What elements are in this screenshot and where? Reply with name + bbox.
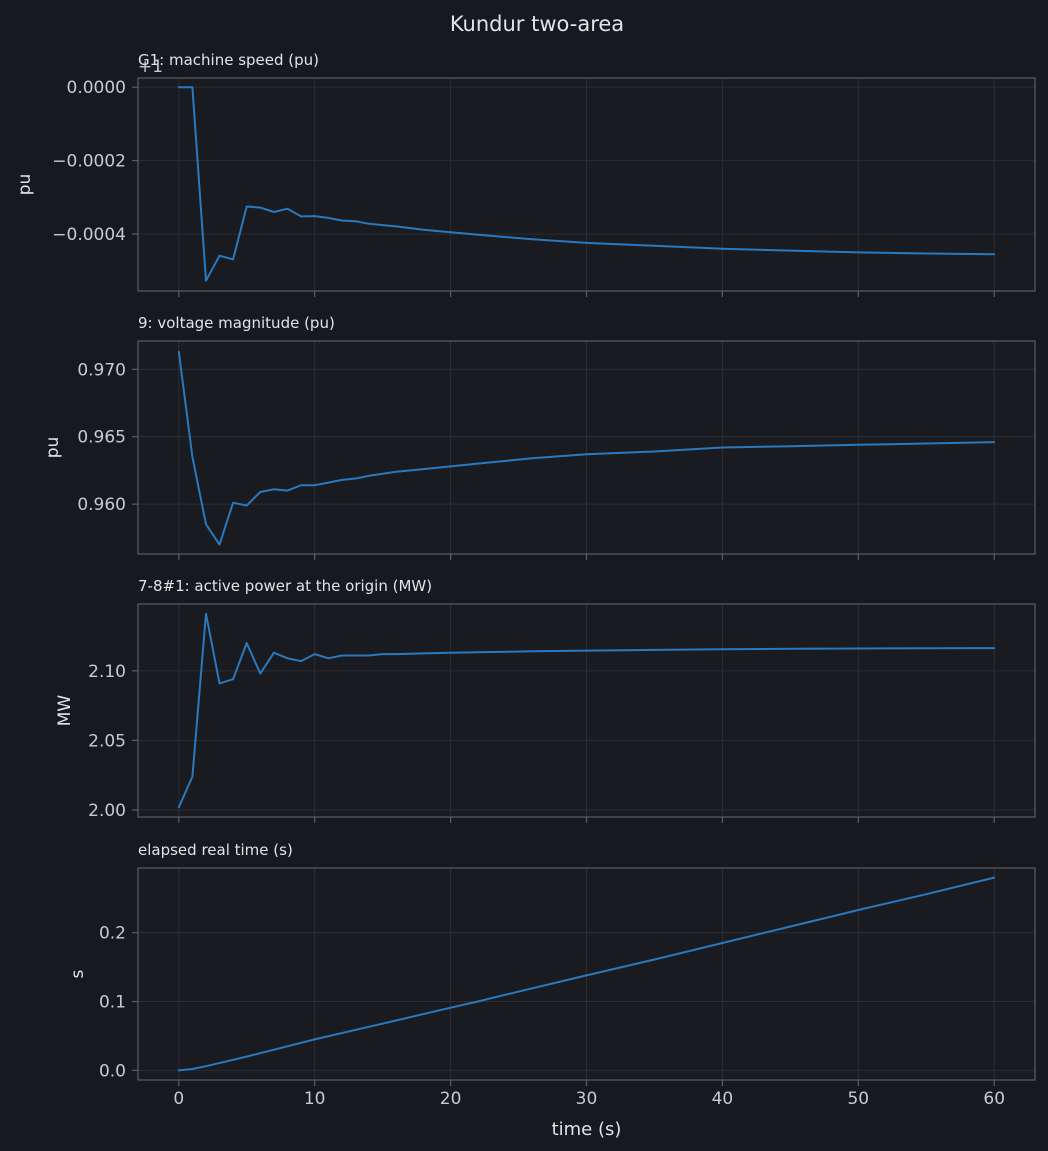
x-axis-label: time (s) (552, 1119, 622, 1140)
panel-title: 9: voltage magnitude (pu) (138, 314, 335, 332)
y-tick-label: 0.0 (99, 1061, 126, 1081)
y-tick-label: −0.0002 (52, 152, 126, 172)
y-axis-label: pu (43, 437, 63, 459)
y-tick-label: 0.1 (99, 993, 126, 1013)
axis-offset-text: +1 (138, 57, 163, 77)
y-tick-label: 0.965 (77, 428, 126, 448)
figure-title: Kundur two-area (450, 12, 624, 36)
series-line (177, 612, 996, 809)
x-tick-label: 60 (983, 1089, 1005, 1109)
y-axis-label: MW (55, 695, 75, 727)
chart-panel-1: 0.0000 −0.0002 −0.0004 G1: machine speed (p… (15, 51, 1036, 297)
y-tick-label: 2.05 (88, 731, 126, 751)
y-tick-label: −0.0004 (52, 225, 126, 245)
y-tick-label: 2.00 (88, 801, 126, 821)
y-tick-label: 0.2 (99, 924, 126, 944)
x-tick-label: 0 (173, 1089, 184, 1109)
x-tick-label: 50 (847, 1089, 869, 1109)
panel-title: G1: machine speed (pu) (138, 51, 319, 69)
y-tick-label: 0.970 (77, 360, 126, 380)
chart-panel-3: 2.00 2.05 2.10 7-8#1: active power at the o… (55, 577, 1036, 823)
series-line (177, 86, 996, 282)
chart-panel-2: 0.960 0.965 0.970 9: voltage magnitude (pu)… (43, 314, 1036, 560)
y-tick-label: 2.10 (88, 662, 126, 682)
x-tick-label: 20 (440, 1089, 462, 1109)
series-line (177, 350, 996, 546)
panel-title: 7-8#1: active power at the origin (MW) (138, 577, 432, 595)
x-tick-label: 10 (304, 1089, 326, 1109)
y-axis-label: pu (15, 174, 35, 196)
series-line (177, 876, 996, 1072)
chart-panels: 0.0000 −0.0002 −0.0004 G1: machine speed (p… (15, 51, 1036, 1109)
y-axis-label: s (68, 969, 88, 978)
panel-title: elapsed real time (s) (138, 841, 293, 859)
y-tick-label: 0.0000 (67, 78, 126, 98)
x-tick-label: 30 (576, 1089, 598, 1109)
x-tick-label: 40 (712, 1089, 734, 1109)
chart-panel-4: 0 10 20 30 40 50 60 0.0 0.1 0.2 elapsed real time … (68, 841, 1036, 1109)
y-tick-label: 0.960 (77, 495, 126, 515)
